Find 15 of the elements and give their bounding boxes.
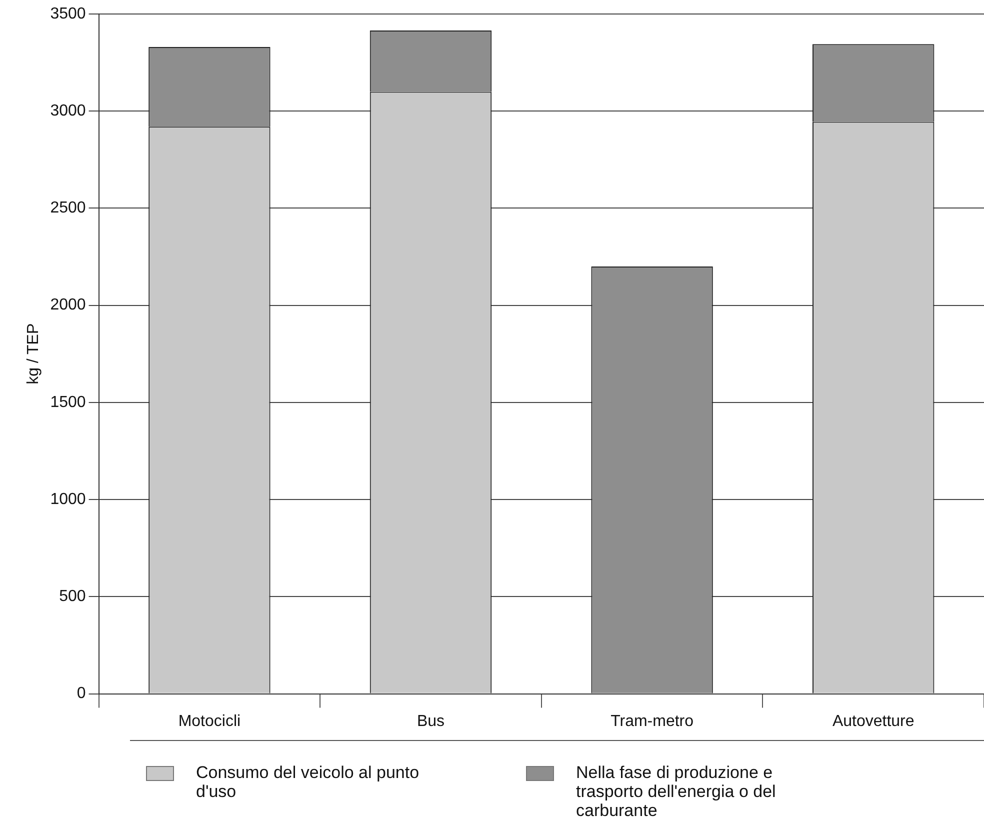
- y-tick-label: 1500: [50, 394, 86, 411]
- legend-label: Consumo del veicolo al punto d'uso: [196, 763, 420, 801]
- y-tick-label: 1000: [50, 490, 86, 508]
- y-tick-label: 3500: [50, 5, 86, 22]
- x-tick-label: Autovetture: [832, 712, 914, 730]
- legend-label: Nella fase di produzione e trasporto dell'energia o del carburante: [576, 763, 777, 820]
- y-axis-title: kg / TEP: [25, 323, 42, 384]
- y-tick-label: 2000: [50, 296, 86, 314]
- x-tick-label: Bus: [416, 712, 445, 730]
- y-tick-label: 2500: [50, 200, 86, 217]
- x-tick-label: Tram-metro: [610, 712, 694, 730]
- y-tick-label: 0: [76, 685, 86, 702]
- x-tick-label: Motocicli: [178, 712, 241, 730]
- y-tick-label: 500: [59, 588, 86, 606]
- y-tick-label: 3000: [50, 102, 86, 120]
